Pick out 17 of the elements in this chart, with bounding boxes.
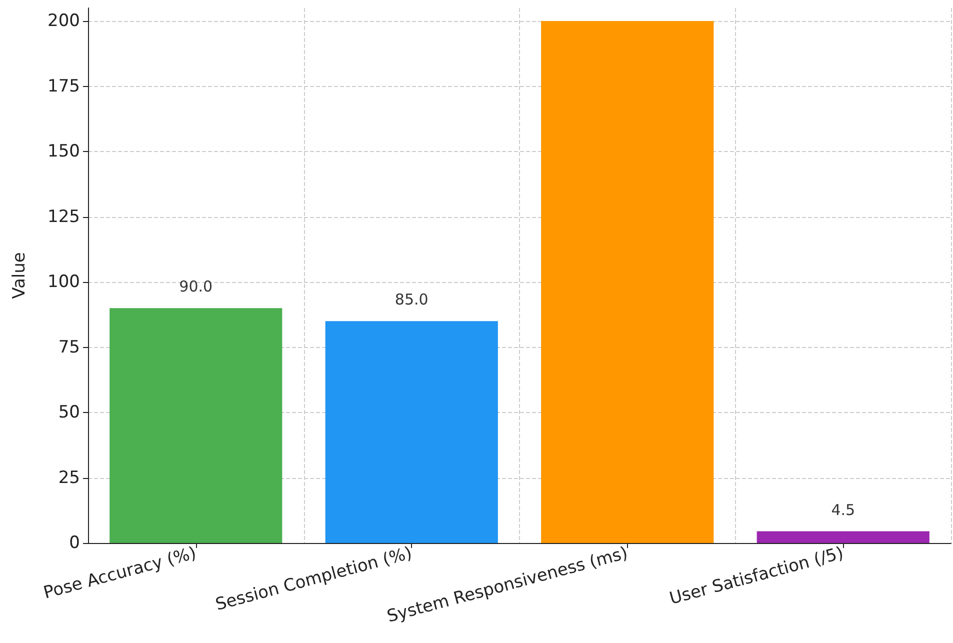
y-tick-label: 25 (58, 468, 80, 488)
bar (541, 21, 714, 543)
data-label: 90.0 (179, 278, 213, 296)
bar (756, 531, 930, 543)
y-axis-title: Value (10, 252, 30, 299)
y-tick-label: 200 (48, 11, 80, 32)
bar (325, 321, 498, 543)
y-tick-label: 175 (48, 76, 80, 96)
data-label: 4.5 (831, 500, 856, 519)
y-tick-label: 75 (58, 337, 80, 358)
y-tick-label: 125 (48, 206, 80, 227)
y-tick-label: 0 (69, 533, 80, 553)
bar (110, 308, 282, 543)
y-tick-label: 50 (58, 402, 80, 423)
data-label: 85.0 (394, 290, 428, 309)
y-tick-label: 100 (48, 272, 80, 292)
y-tick-label: 150 (48, 142, 80, 162)
